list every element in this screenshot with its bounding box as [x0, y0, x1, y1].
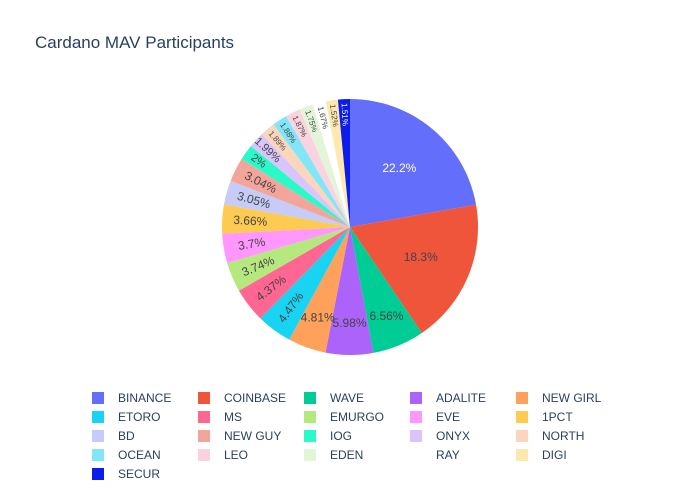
legend-item-onyx[interactable]: ONYX [410, 426, 516, 445]
pie-slice-iog[interactable] [241, 145, 350, 227]
legend-label: NORTH [542, 428, 585, 443]
legend-item-ms[interactable]: MS [198, 407, 304, 426]
legend-swatch [516, 449, 528, 462]
legend-item-emurgo[interactable]: EMURGO [304, 407, 410, 426]
legend-label: ETORO [118, 409, 161, 424]
pie-slice-ocean[interactable] [273, 116, 350, 227]
legend: BINANCE COINBASE WAVE ADALITE NEW GIRL ETORO M… [92, 388, 622, 484]
legend-label: ONYX [436, 428, 471, 443]
legend-item-iog[interactable]: IOG [304, 426, 410, 445]
legend-swatch [516, 410, 528, 423]
legend-swatch [304, 429, 316, 442]
pie-value-label-binance: 22.2% [382, 161, 416, 175]
legend-label: LEO [224, 448, 249, 463]
legend-label: MS [224, 409, 242, 424]
legend-swatch [198, 391, 210, 404]
legend-swatch [92, 449, 104, 462]
pie-slice-ray[interactable] [312, 101, 350, 227]
legend-swatch [92, 410, 104, 423]
legend-label: EDEN [330, 448, 364, 463]
legend-item-binance[interactable]: BINANCE [92, 388, 198, 407]
legend-label: ADALITE [436, 390, 487, 405]
legend-item-ray[interactable]: RAY [410, 446, 516, 465]
pie-slice-eden[interactable] [299, 104, 350, 227]
legend-item-bd[interactable]: BD [92, 426, 198, 445]
legend-item-coinbase[interactable]: COINBASE [198, 388, 304, 407]
legend-item-eve[interactable]: EVE [410, 407, 516, 426]
pie-value-label-secur: 1.51% [340, 103, 350, 126]
pie-slice-emurgo[interactable] [227, 227, 350, 291]
legend-swatch [304, 391, 316, 404]
legend-swatch [410, 391, 422, 404]
legend-swatch [410, 449, 422, 462]
legend-swatch [304, 449, 316, 462]
pie-slice-north[interactable] [261, 124, 350, 227]
legend-item-new-girl[interactable]: NEW GIRL [516, 388, 622, 407]
legend-swatch [516, 429, 528, 442]
legend-label: EMURGO [330, 409, 384, 424]
pie-value-label-new-girl: 4.81% [301, 310, 335, 324]
legend-label: BINANCE [118, 390, 172, 405]
pie-value-label-eve: 3.7% [237, 235, 267, 253]
pie-slice-bd[interactable] [224, 180, 350, 227]
legend-label: WAVE [330, 390, 365, 405]
legend-item-north[interactable]: NORTH [516, 426, 622, 445]
legend-swatch [198, 449, 210, 462]
legend-swatch [410, 429, 422, 442]
legend-label: NEW GUY [224, 428, 282, 443]
pie-slice-wave[interactable] [350, 227, 422, 353]
legend-item-digi[interactable]: DIGI [516, 446, 622, 465]
legend-item-etoro[interactable]: ETORO [92, 407, 198, 426]
legend-label: COINBASE [224, 390, 287, 405]
legend-label: OCEAN [118, 448, 161, 463]
legend-label: 1PCT [542, 409, 573, 424]
legend-swatch [92, 391, 104, 404]
pie-slice-onyx[interactable] [250, 134, 350, 227]
legend-label: DIGI [542, 448, 567, 463]
legend-label: BD [118, 428, 135, 443]
pie-value-label-coinbase: 18.3% [404, 250, 438, 264]
pie-slice-new-guy[interactable] [230, 159, 350, 227]
legend-label: IOG [330, 428, 353, 443]
pie-value-label-1pct: 3.66% [233, 213, 268, 229]
legend-item-adalite[interactable]: ADALITE [410, 388, 516, 407]
legend-swatch [410, 410, 422, 423]
pie-slice-binance[interactable] [350, 99, 477, 227]
pie-value-label-adalite: 5.98% [333, 316, 367, 330]
legend-label: SECUR [118, 467, 161, 482]
legend-item-new-guy[interactable]: NEW GUY [198, 426, 304, 445]
pie-slice-adalite[interactable] [325, 227, 374, 356]
legend-swatch [92, 468, 104, 481]
pie-slice-eve[interactable] [222, 227, 350, 264]
legend-swatch [198, 429, 210, 442]
pie-slice-leo[interactable] [286, 109, 350, 227]
pie-slice-coinbase[interactable] [350, 204, 478, 333]
pie-slice-etoro[interactable] [260, 227, 350, 340]
legend-swatch [92, 429, 104, 442]
legend-item-eden[interactable]: EDEN [304, 446, 410, 465]
legend-label: EVE [436, 409, 461, 424]
pie-value-label-digi: 1.52% [328, 104, 340, 128]
pie-slice-new-girl[interactable] [289, 227, 350, 353]
pie-value-label-wave: 6.56% [369, 309, 403, 323]
pie-slices [222, 99, 478, 356]
legend-swatch [304, 410, 316, 423]
legend-label: NEW GIRL [542, 390, 602, 405]
legend-item-leo[interactable]: LEO [198, 446, 304, 465]
pie-slice-digi[interactable] [325, 99, 350, 227]
legend-item-ocean[interactable]: OCEAN [92, 446, 198, 465]
legend-swatch [516, 391, 528, 404]
legend-item-secur[interactable]: SECUR [92, 465, 198, 484]
legend-item-wave[interactable]: WAVE [304, 388, 410, 407]
legend-swatch [198, 410, 210, 423]
pie-slice-1pct[interactable] [222, 204, 350, 234]
pie-slice-ms[interactable] [238, 227, 350, 319]
chart-title: Cardano MAV Participants [35, 33, 235, 52]
legend-label: RAY [436, 448, 460, 463]
pie-slice-secur[interactable] [337, 99, 350, 227]
legend-item-1pct[interactable]: 1PCT [516, 407, 622, 426]
